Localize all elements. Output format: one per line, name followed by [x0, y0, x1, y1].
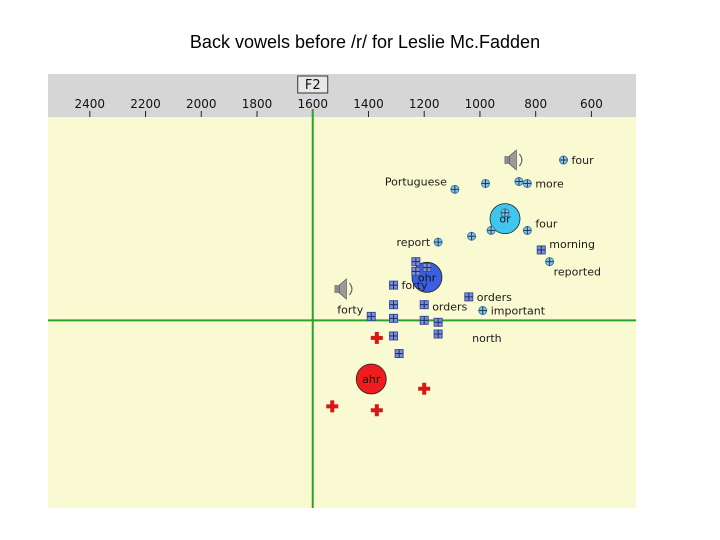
chart-title: Back vowels before /r/ for Leslie Mc.Fad… [189, 32, 541, 52]
x-tick-label: 1000 [465, 97, 496, 111]
point-label: four [535, 217, 558, 230]
mean-circle [355, 363, 387, 395]
point-label: morning [549, 238, 595, 251]
point-label: forty [337, 303, 363, 316]
point-label: more [535, 177, 564, 190]
plot-area [48, 117, 636, 508]
point-label: orders [477, 291, 512, 304]
point-label: orders [432, 301, 467, 314]
x-axis-band [48, 74, 636, 117]
point-label: forty [402, 279, 428, 292]
mean-label: ohr [418, 271, 437, 284]
x-tick-label: 1600 [297, 97, 328, 111]
point-label: report [397, 236, 431, 249]
mean-label: ahr [362, 373, 381, 386]
x-tick-label: 1800 [242, 97, 273, 111]
mean-circle [489, 203, 521, 235]
x-tick-label: 2200 [130, 97, 161, 111]
data-point-vbar [330, 400, 335, 413]
x-tick-label: 1200 [409, 97, 440, 111]
point-label: four [572, 154, 595, 167]
data-point-vbar [374, 331, 379, 344]
x-tick-label: 2400 [75, 97, 106, 111]
data-point-vbar [374, 404, 379, 417]
x-tick-label: 600 [580, 97, 603, 111]
x-tick-label: 1400 [353, 97, 384, 111]
point-label: north [472, 332, 502, 345]
speaker-icon[interactable] [504, 149, 523, 171]
point-label: reported [554, 266, 601, 279]
data-point-vbar [422, 382, 427, 395]
mean-label: or [499, 213, 511, 226]
x-axis-label: F2 [305, 78, 321, 93]
point-label: important [491, 305, 546, 318]
point-label: Portuguese [385, 175, 447, 188]
speaker-icon[interactable] [334, 278, 353, 300]
x-tick-label: 800 [524, 97, 547, 111]
x-axis-label-box [297, 75, 329, 94]
x-tick-label: 2000 [186, 97, 217, 111]
